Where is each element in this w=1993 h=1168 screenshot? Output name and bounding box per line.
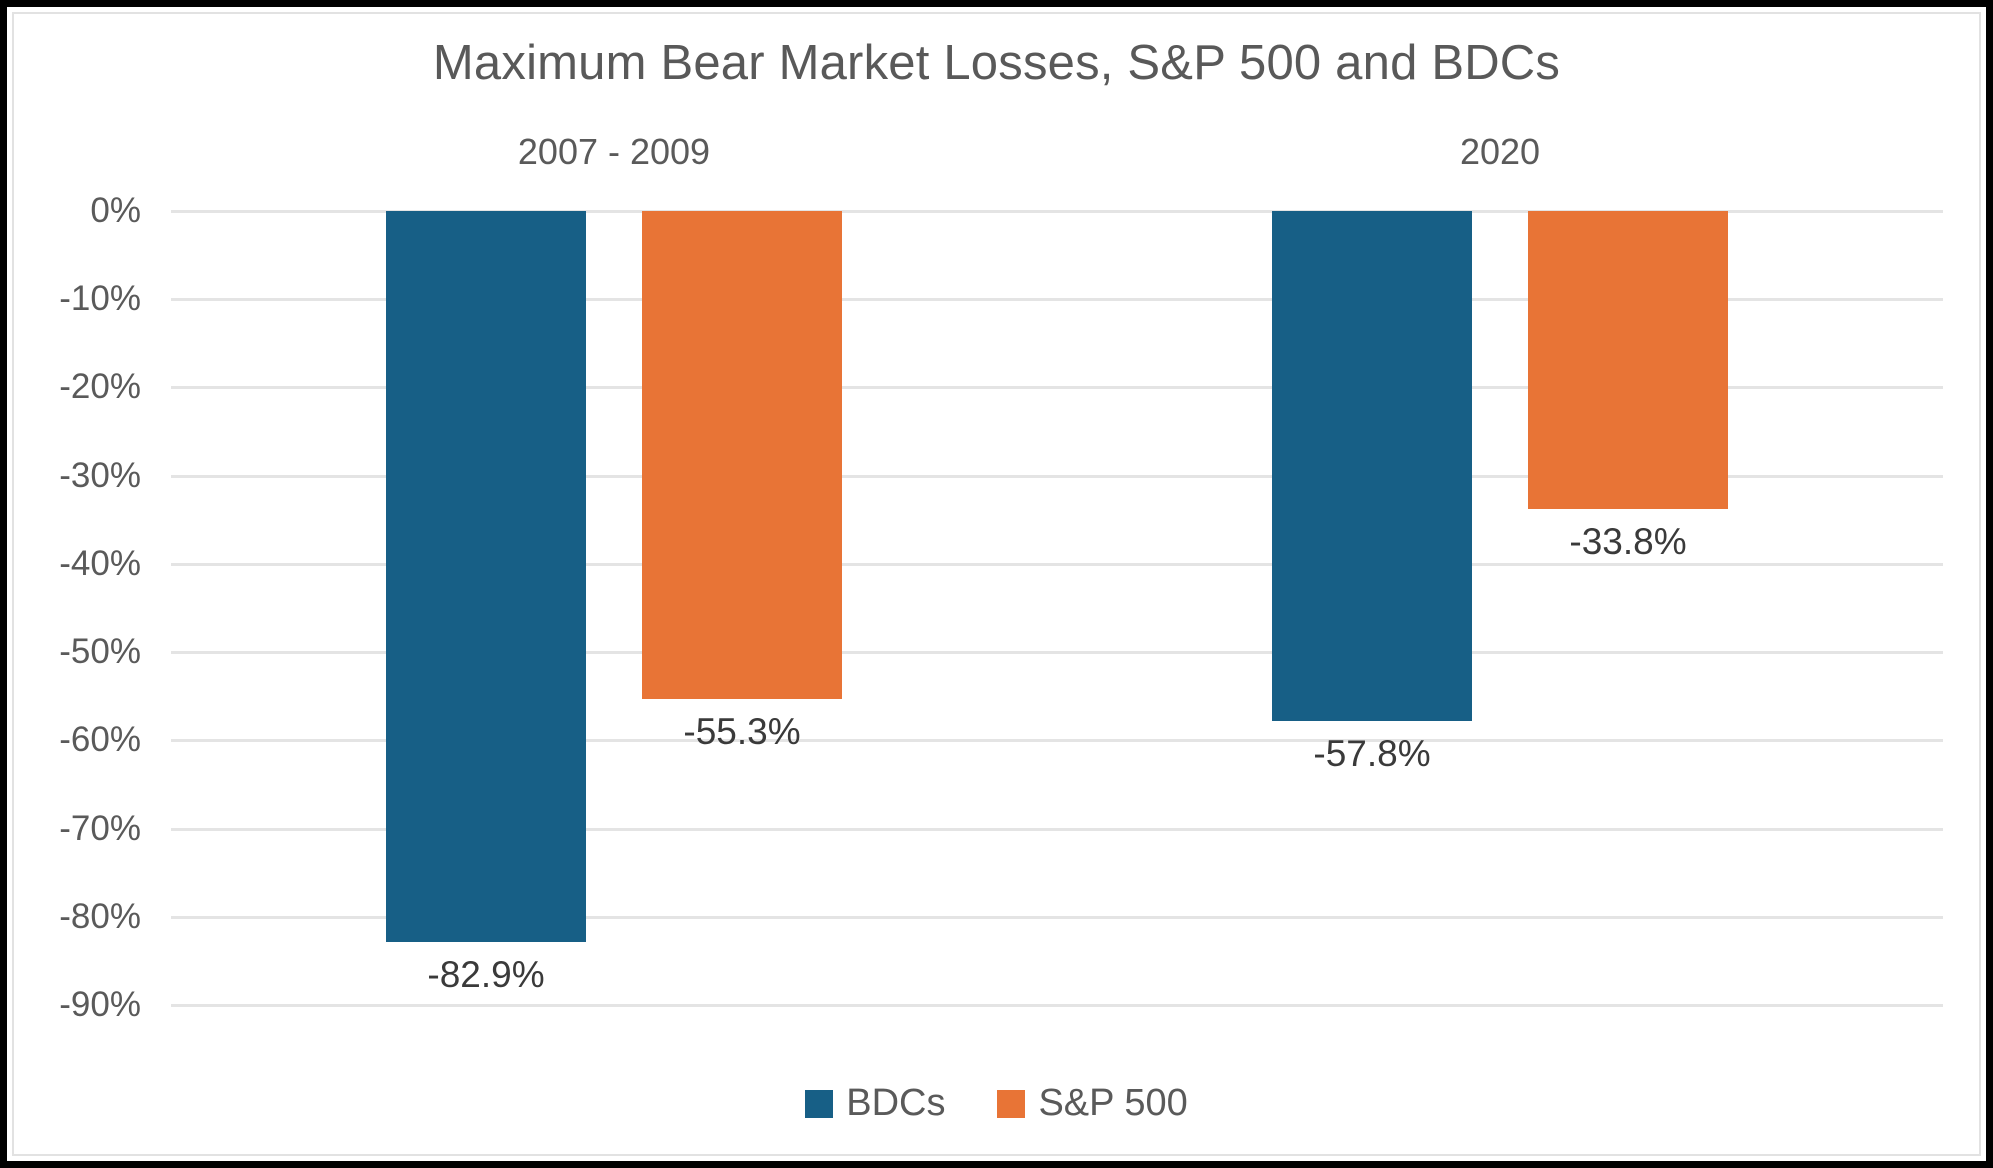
y-axis-tick-label: -40% xyxy=(59,543,141,583)
gridline xyxy=(171,827,1943,831)
gridline xyxy=(171,915,1943,919)
bar-value-label: -57.8% xyxy=(1313,732,1431,774)
gridline xyxy=(171,298,1943,302)
legend-swatch-icon xyxy=(805,1089,834,1118)
legend-label: BDCs xyxy=(846,1082,946,1124)
category-label: 2007 - 2009 xyxy=(517,131,711,172)
category-label: 2020 xyxy=(1459,131,1541,172)
bar-bdcs-1[interactable] xyxy=(1272,211,1472,721)
y-axis-tick-label: 0% xyxy=(90,191,141,230)
y-axis-tick-label: -20% xyxy=(59,367,141,407)
chart-legend: BDCs S&P 500 xyxy=(7,1082,1986,1125)
y-axis-tick-label: -80% xyxy=(59,896,141,936)
bar-s-p-500-0[interactable] xyxy=(642,211,842,699)
chart-title: Maximum Bear Market Losses, S&P 500 and … xyxy=(432,36,1561,90)
y-axis-tick-label: -60% xyxy=(59,720,141,760)
gridline xyxy=(171,562,1943,566)
y-axis-tick-label: -10% xyxy=(59,279,141,319)
bar-s-p-500-1[interactable] xyxy=(1528,211,1728,510)
y-axis-tick-label: -70% xyxy=(59,808,141,848)
gridline xyxy=(171,474,1943,478)
y-axis-tick-label: -50% xyxy=(59,632,141,672)
bar-value-label: -33.8% xyxy=(1569,521,1687,563)
gridline xyxy=(171,1004,1943,1007)
y-axis-tick-label: -30% xyxy=(59,455,141,495)
gridline xyxy=(171,651,1943,655)
plot-area: -82.9% -55.3% -57.8% -33.8% xyxy=(171,210,1943,1007)
legend-item-s-p-500[interactable]: S&P 500 xyxy=(997,1082,1188,1125)
y-axis-tick-label: -90% xyxy=(59,985,141,1024)
gridline xyxy=(171,210,1943,213)
gridline xyxy=(171,739,1943,743)
legend-label: S&P 500 xyxy=(1038,1082,1188,1124)
y-axis: 0% -10% -20% -30% -40% -50% -60% -70% -80% -90% xyxy=(7,7,155,1161)
bar-value-label: -55.3% xyxy=(683,710,801,752)
legend-item-bdcs[interactable]: BDCs xyxy=(805,1082,945,1125)
gridline xyxy=(171,386,1943,390)
bar-value-label: -82.9% xyxy=(427,954,545,996)
bar-bdcs-0[interactable] xyxy=(386,211,586,943)
legend-swatch-icon xyxy=(997,1089,1026,1118)
